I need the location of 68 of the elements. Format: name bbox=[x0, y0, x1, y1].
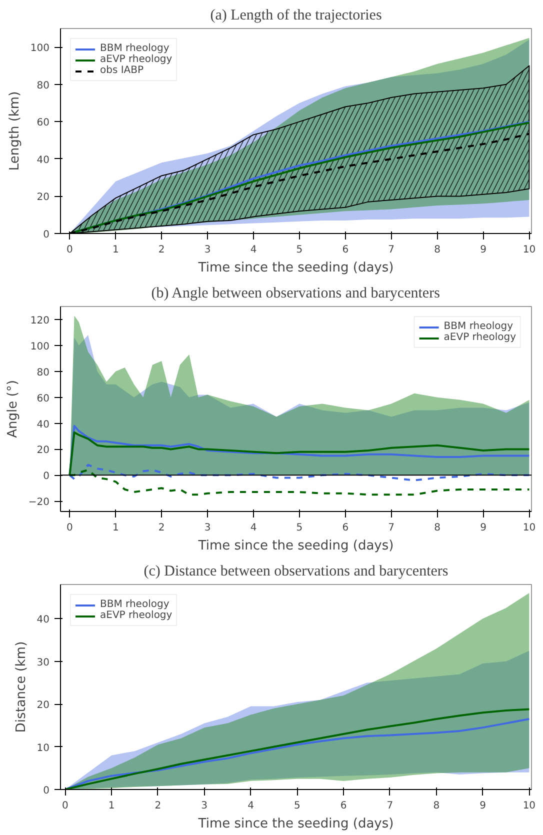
y-tick-label: 0 bbox=[43, 230, 50, 240]
x-tick-label: 4 bbox=[248, 800, 254, 812]
y-tick-label: 0 bbox=[43, 471, 50, 482]
chart-title: (c) Distance between observations and barycenters bbox=[144, 564, 448, 580]
x-tick-label: 1 bbox=[108, 800, 115, 812]
x-tick-label: 5 bbox=[296, 244, 303, 256]
x-tick-label: 6 bbox=[342, 244, 349, 256]
y-axis-title: Length (km) bbox=[7, 91, 22, 171]
y-tick-label: 80 bbox=[36, 367, 50, 378]
x-tick-label: 0 bbox=[66, 522, 73, 534]
y-tick-label: 30 bbox=[36, 657, 50, 668]
x-tick-label: 2 bbox=[158, 522, 165, 534]
y-axis-title: Angle (°) bbox=[5, 380, 20, 438]
y-axis-title: Distance (km) bbox=[14, 641, 29, 733]
y-tick-label: −20 bbox=[28, 497, 50, 508]
x-tick-label: 6 bbox=[340, 800, 347, 812]
x-tick-label: 1 bbox=[112, 522, 119, 534]
x-axis-title: Time since the seeding (days) bbox=[197, 816, 394, 832]
x-tick-label: 7 bbox=[388, 244, 395, 256]
y-tick-label: 10 bbox=[36, 742, 50, 754]
x-tick-label: 0 bbox=[62, 800, 68, 812]
legend-label: aEVP rheology bbox=[100, 54, 172, 65]
x-tick-label: 7 bbox=[386, 800, 394, 812]
y-tick-label: 100 bbox=[30, 341, 50, 352]
x-tick-label: 8 bbox=[433, 800, 440, 812]
y-tick-label: 40 bbox=[36, 154, 50, 166]
x-axis-title: Time since the seeding (days) bbox=[197, 538, 394, 554]
y-tick-label: 20 bbox=[36, 445, 50, 456]
x-tick-label: 10 bbox=[522, 800, 536, 812]
legend-label: obs IABP bbox=[100, 65, 144, 76]
legend-label: BBM rheology bbox=[100, 43, 170, 54]
legend-label: BBM rheology bbox=[100, 599, 170, 610]
y-tick-label: 20 bbox=[36, 700, 50, 712]
x-tick-label: 5 bbox=[296, 522, 303, 534]
x-tick-label: 4 bbox=[250, 522, 257, 534]
x-tick-label: 2 bbox=[154, 800, 162, 812]
legend-label: aEVP rheology bbox=[444, 332, 516, 343]
x-tick-label: 10 bbox=[522, 244, 536, 256]
x-tick-label: 10 bbox=[522, 522, 536, 534]
chart-title: (b) Angle between observations and barycenters bbox=[151, 286, 440, 302]
y-tick-label: 100 bbox=[30, 43, 50, 54]
y-tick-label: 80 bbox=[36, 80, 50, 92]
x-tick-label: 5 bbox=[294, 800, 300, 812]
y-tick-label: 0 bbox=[43, 786, 50, 796]
y-tick-label: 40 bbox=[36, 614, 50, 626]
x-tick-label: 4 bbox=[250, 244, 257, 256]
x-tick-label: 7 bbox=[388, 522, 395, 534]
x-axis-title: Time since the seeding (days) bbox=[197, 260, 394, 276]
y-tick-label: 120 bbox=[30, 315, 50, 326]
y-tick-label: 20 bbox=[36, 192, 50, 204]
x-tick-label: 9 bbox=[480, 522, 486, 534]
x-tick-label: 6 bbox=[342, 522, 349, 534]
x-tick-label: 9 bbox=[480, 244, 486, 256]
legend-label: BBM rheology bbox=[444, 321, 514, 332]
x-tick-label: 3 bbox=[204, 522, 211, 534]
y-tick-label: 40 bbox=[36, 419, 50, 430]
x-tick-label: 3 bbox=[204, 244, 211, 256]
legend-label: aEVP rheology bbox=[100, 610, 172, 621]
y-tick-label: 60 bbox=[36, 393, 50, 404]
x-tick-label: 8 bbox=[434, 244, 440, 256]
x-tick-label: 0 bbox=[66, 244, 73, 256]
x-tick-label: 2 bbox=[158, 244, 165, 256]
x-tick-label: 8 bbox=[434, 522, 440, 534]
x-tick-label: 1 bbox=[112, 244, 119, 256]
x-tick-label: 3 bbox=[201, 800, 208, 812]
x-tick-label: 9 bbox=[480, 800, 486, 812]
chart-title: (a) Length of the trajectories bbox=[210, 8, 382, 24]
y-tick-label: 60 bbox=[36, 118, 50, 129]
